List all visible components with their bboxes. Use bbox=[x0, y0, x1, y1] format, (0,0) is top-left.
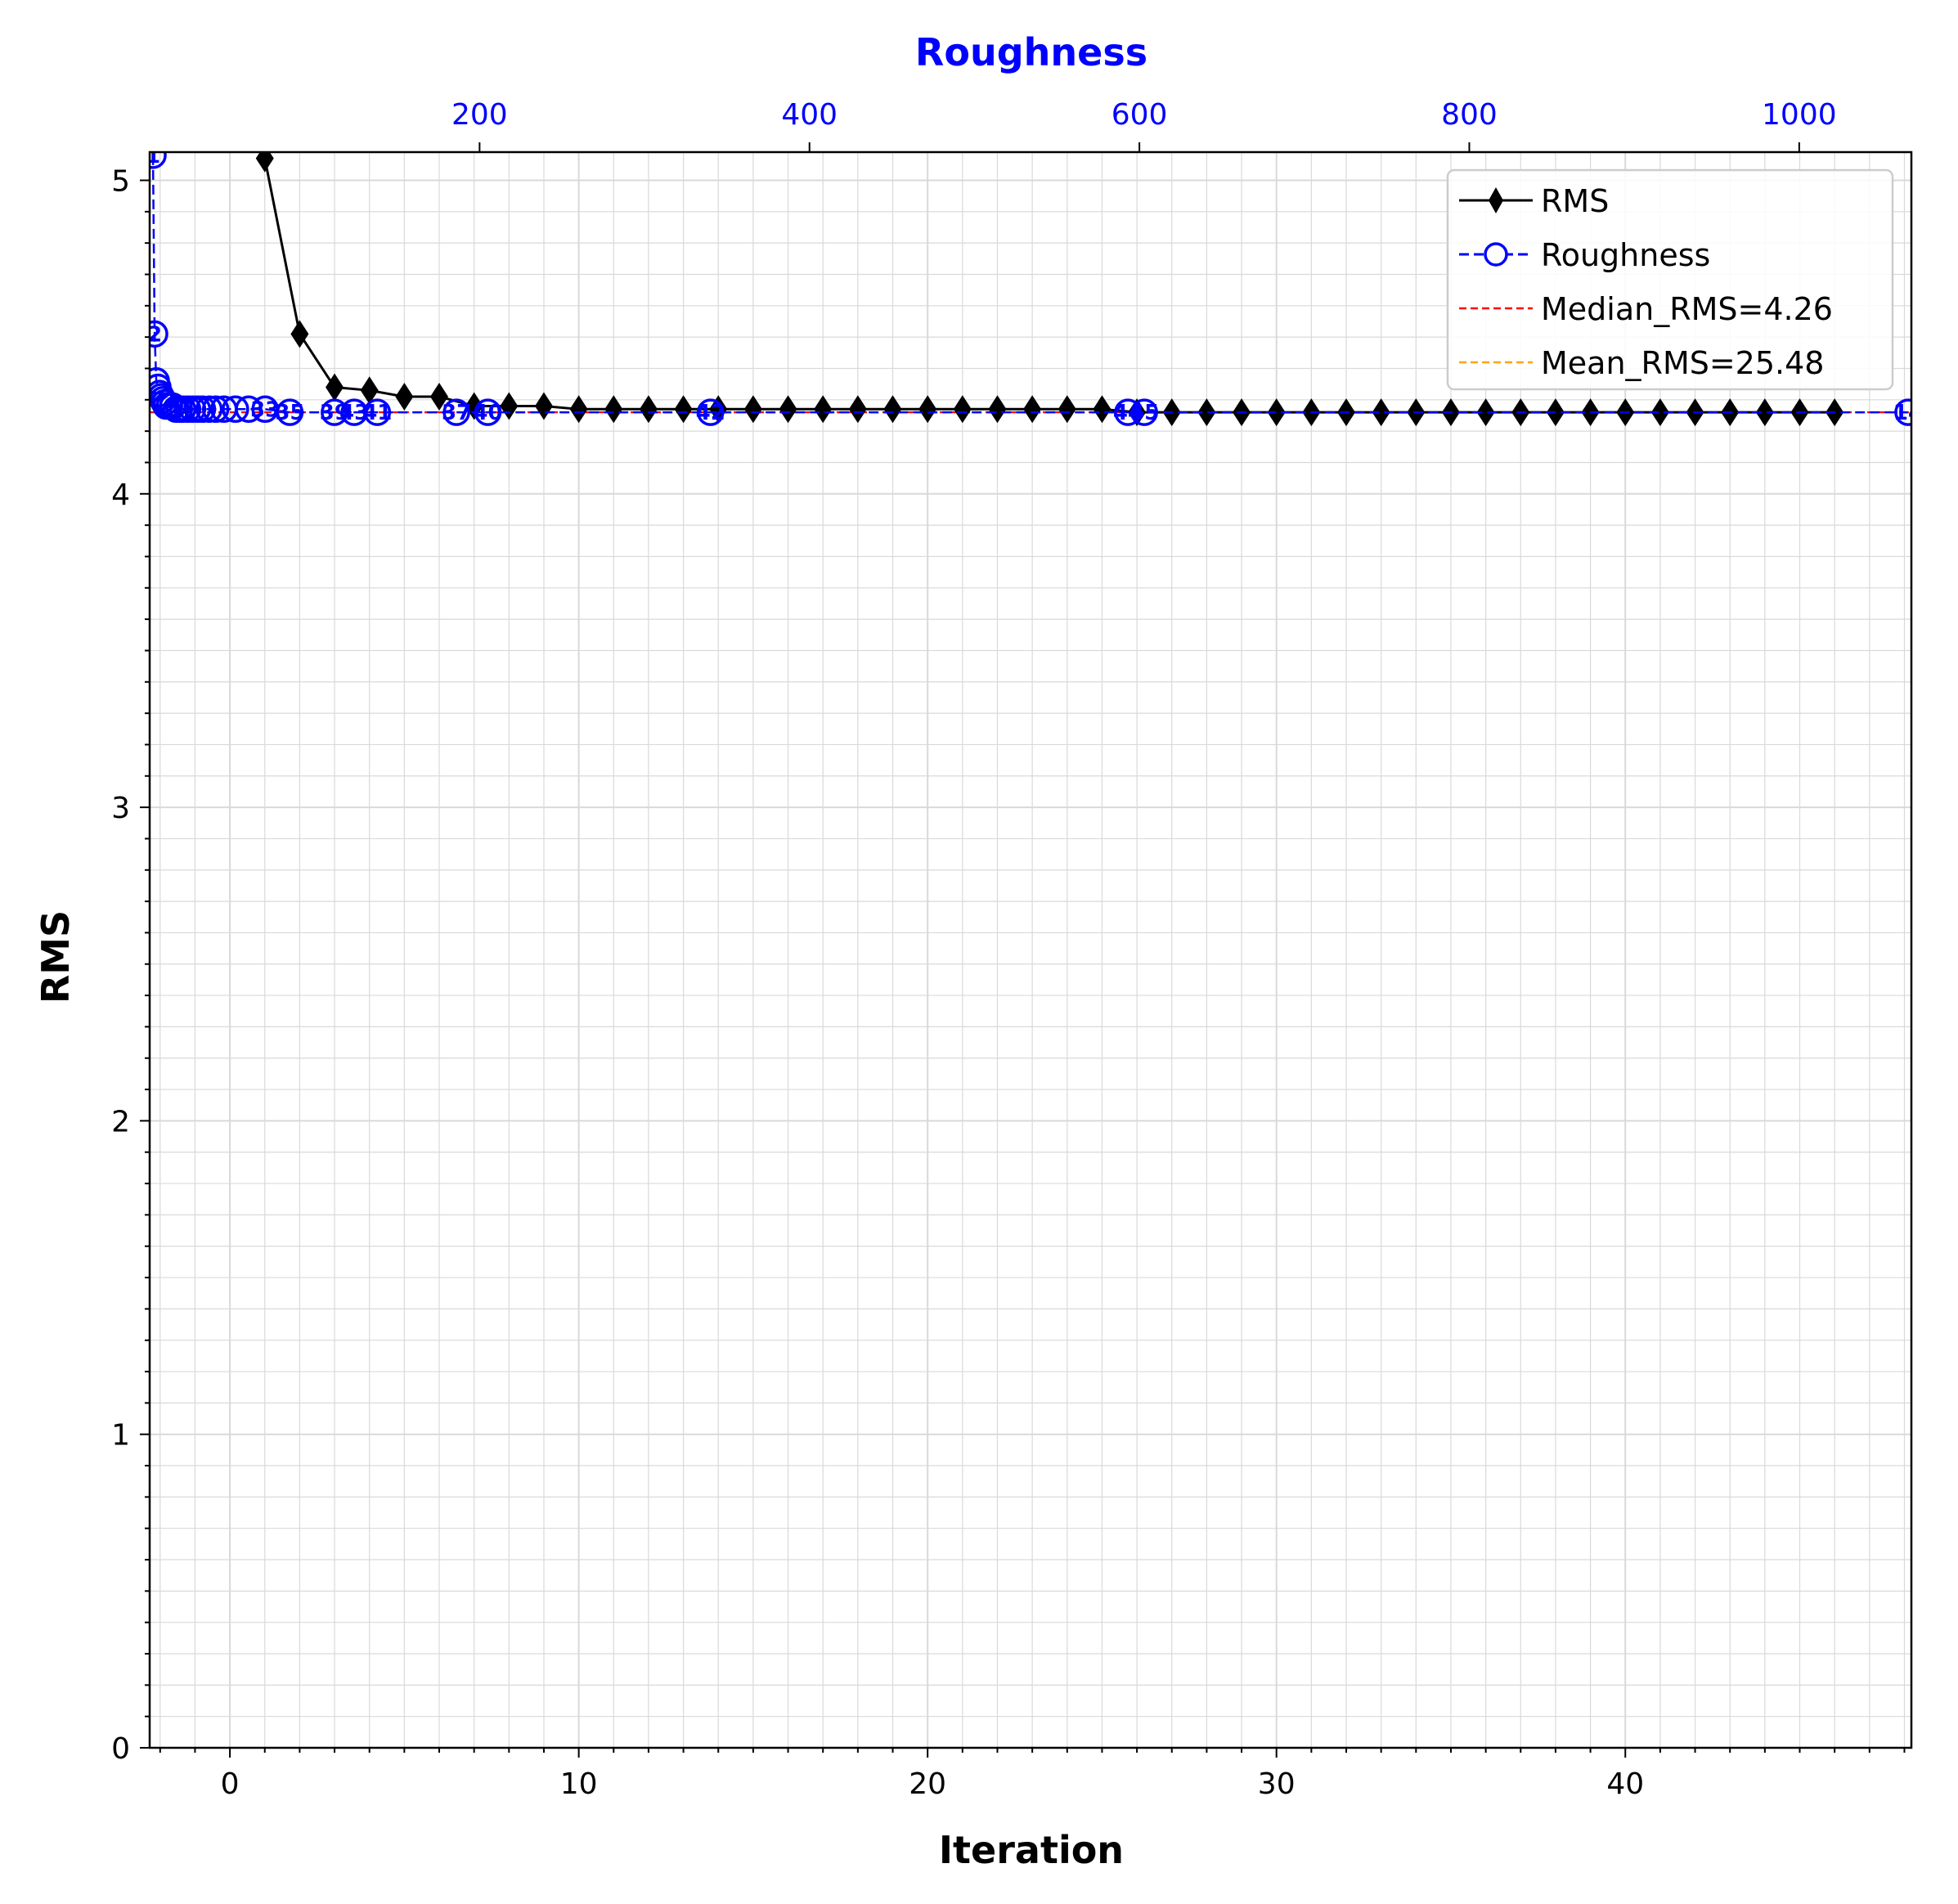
rms-point bbox=[848, 395, 867, 424]
roughness-point bbox=[195, 395, 223, 424]
legend-item-median: Median_RMS=4.26 bbox=[1459, 291, 1833, 327]
y-tick-label: 4 bbox=[111, 478, 130, 512]
rms-point bbox=[988, 395, 1007, 424]
roughness-point bbox=[201, 395, 230, 424]
top-axis-label: Roughness bbox=[915, 30, 1147, 74]
roughness-point bbox=[150, 152, 167, 169]
rms-point bbox=[1476, 398, 1495, 427]
rms-point bbox=[779, 395, 797, 424]
roughness-point bbox=[150, 320, 168, 348]
roughness-point bbox=[363, 398, 392, 426]
x-tick-label: 30 bbox=[1258, 1767, 1296, 1801]
y-tick-label: 3 bbox=[111, 792, 130, 825]
rms-point bbox=[604, 395, 623, 424]
roughness-point bbox=[442, 398, 470, 426]
roughness-point bbox=[222, 395, 249, 424]
circle-marker-icon bbox=[1484, 242, 1508, 267]
roughness-point-label: 40 bbox=[473, 401, 502, 425]
legend-label-rms: RMS bbox=[1541, 183, 1609, 219]
top-tick-label: 200 bbox=[451, 98, 508, 132]
roughness-point-label: 39 bbox=[320, 401, 349, 425]
roughness-point bbox=[235, 395, 263, 424]
roughness-point bbox=[340, 398, 368, 426]
legend-label-median: Median_RMS=4.26 bbox=[1541, 291, 1833, 327]
rms-point bbox=[1093, 395, 1111, 424]
rms-point bbox=[639, 395, 658, 424]
roughness-point bbox=[696, 398, 725, 426]
rms-point bbox=[918, 395, 937, 424]
y-tick-label: 1 bbox=[111, 1419, 130, 1453]
legend: RMS Roughness Median_RMS=4.26 Mean_RMS=2… bbox=[1446, 168, 1894, 391]
x-axis-label: Iteration bbox=[939, 1828, 1124, 1872]
legend-item-rms: RMS bbox=[1459, 183, 1609, 219]
legend-item-mean: Mean_RMS=25.48 bbox=[1459, 345, 1824, 381]
rms-point bbox=[883, 395, 902, 424]
plot-frame bbox=[148, 150, 1913, 1749]
roughness-point bbox=[1894, 398, 1911, 426]
top-tick-label: 800 bbox=[1441, 98, 1498, 132]
rms-point bbox=[674, 395, 693, 424]
rms-point bbox=[743, 395, 762, 424]
legend-item-roughness: Roughness bbox=[1459, 237, 1710, 273]
roughness-point bbox=[1114, 398, 1142, 426]
rms-point bbox=[1267, 398, 1286, 427]
roughness-point-label: 41 bbox=[362, 401, 392, 425]
roughness-point-label: 14 bbox=[1893, 401, 1923, 425]
rms-point bbox=[569, 395, 588, 424]
rms-point bbox=[290, 320, 309, 348]
roughness-point bbox=[321, 398, 348, 426]
roughness-point-label: 33 bbox=[250, 397, 280, 422]
y-tick-label: 2 bbox=[111, 1105, 130, 1138]
legend-label-mean: Mean_RMS=25.48 bbox=[1541, 345, 1824, 381]
rms-point bbox=[255, 152, 274, 173]
rms-point bbox=[1372, 398, 1390, 427]
roughness-point-label: 2 bbox=[147, 322, 162, 347]
x-tick-label: 0 bbox=[221, 1767, 240, 1801]
top-tick-label: 1000 bbox=[1762, 98, 1837, 132]
legend-label-roughness: Roughness bbox=[1541, 237, 1710, 273]
rms-point bbox=[360, 376, 379, 405]
rms-line bbox=[263, 158, 1835, 414]
top-tick-label: 600 bbox=[1111, 98, 1168, 132]
rms-point bbox=[1058, 395, 1076, 424]
roughness-point bbox=[188, 395, 217, 424]
rms-point bbox=[395, 382, 414, 411]
diamond-marker-icon bbox=[1489, 187, 1503, 213]
x-tick-label: 20 bbox=[909, 1767, 946, 1801]
rms-point bbox=[326, 373, 344, 402]
rms-point bbox=[1650, 398, 1669, 427]
roughness-point-label: 1 bbox=[146, 144, 160, 168]
legend-box bbox=[1446, 168, 1894, 391]
rms-point bbox=[814, 395, 833, 424]
rms-point bbox=[430, 382, 449, 411]
grid bbox=[150, 152, 1911, 1748]
roughness-point-label: 44 bbox=[1113, 401, 1143, 425]
rms-point bbox=[953, 395, 972, 424]
x-tick-label: 40 bbox=[1606, 1767, 1644, 1801]
rms-point bbox=[1197, 398, 1216, 427]
y-tick-label: 0 bbox=[111, 1732, 130, 1766]
roughness-point bbox=[474, 398, 502, 426]
roughness-point bbox=[276, 398, 304, 426]
y-axis-label: RMS bbox=[34, 910, 78, 1004]
roughness-point bbox=[1130, 398, 1158, 426]
roughness-point-label: 43 bbox=[339, 401, 369, 425]
roughness-point-label: 37 bbox=[442, 401, 471, 425]
roughness-point-label: 42 bbox=[696, 401, 725, 425]
rms-point bbox=[1755, 398, 1774, 427]
top-tick-label: 400 bbox=[781, 98, 838, 132]
rms-point bbox=[1023, 395, 1042, 424]
roughness-point-label: 35 bbox=[275, 401, 304, 425]
y-tick-label: 5 bbox=[111, 164, 130, 198]
roughness-point-label: 45 bbox=[1129, 401, 1159, 425]
x-tick-label: 10 bbox=[560, 1767, 598, 1801]
